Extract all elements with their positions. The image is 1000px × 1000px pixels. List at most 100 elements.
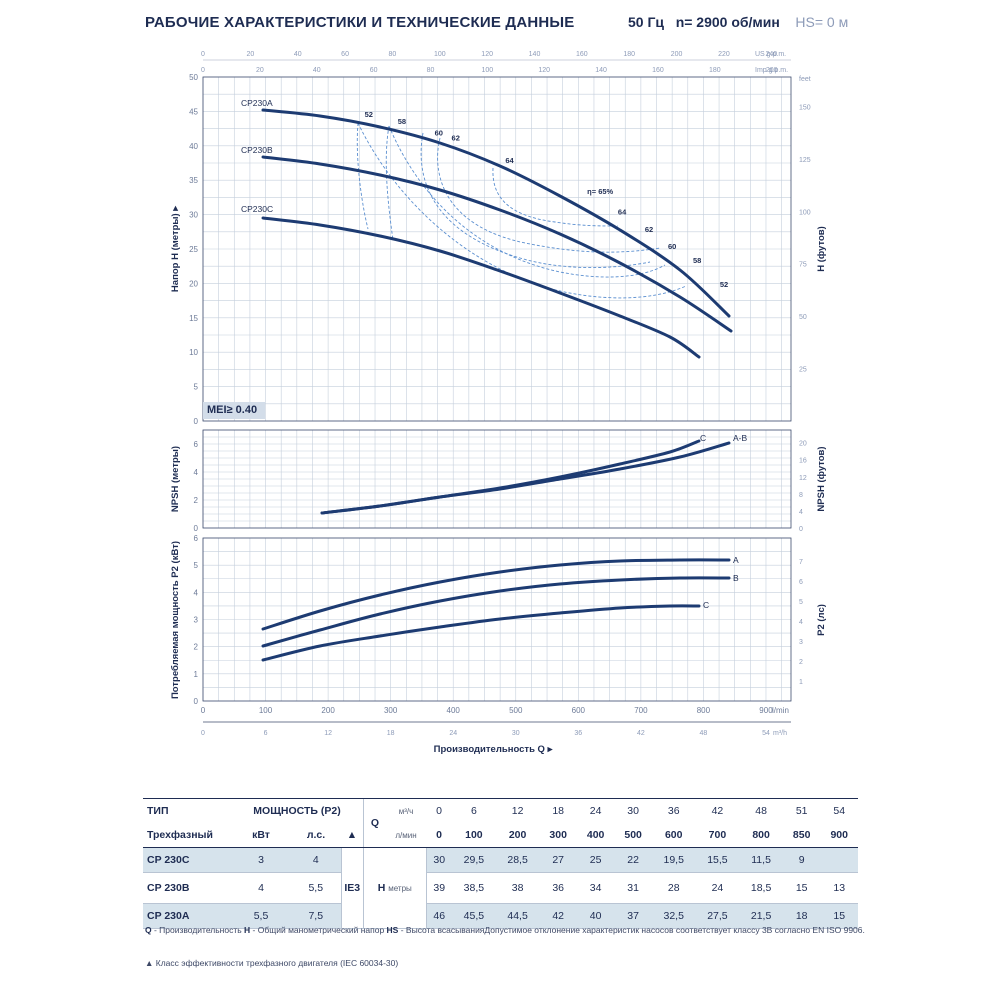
efficiency-label: 58 xyxy=(398,117,406,126)
flow-lmin-unit: l/min xyxy=(772,706,789,715)
flow-impgpm-tick-label: 160 xyxy=(652,67,664,74)
power-curve-a xyxy=(261,558,731,631)
ie-class-cell: IE3 xyxy=(340,847,364,929)
head-cell: 40 xyxy=(576,903,615,929)
power-series-label: C xyxy=(703,600,709,610)
flow-lmin-tick-label: 100 xyxy=(259,706,273,715)
q-unit-m3h: м³/ч xyxy=(386,798,426,823)
npsh-curve xyxy=(320,441,731,515)
page-title: РАБОЧИЕ ХАРАКТЕРИСТИКИ И ТЕХНИЧЕСКИЕ ДАН… xyxy=(145,14,575,31)
head-cell: 38,5 xyxy=(452,872,496,904)
operating-conditions: 50 Гц n= 2900 об/мин HS= 0 м xyxy=(628,14,848,30)
npsh-y-tick-label: 6 xyxy=(194,440,199,449)
power-y-right-tick-label: 3 xyxy=(799,639,803,646)
flow-impgpm-tick-label: 40 xyxy=(313,67,321,74)
head-y-right-tick-label: 25 xyxy=(799,367,807,374)
flow-lmin-tick-label: 0 xyxy=(201,706,206,715)
head-cell: 18 xyxy=(782,903,821,929)
head-cell: 31 xyxy=(614,872,652,904)
power-y-right-tick-label: 4 xyxy=(799,619,803,626)
note-h-text: - Общий манометрический напор xyxy=(250,925,387,935)
flow-usgpm-tick-label: 40 xyxy=(294,51,302,58)
table-row: CP 230C 3 4 IE3 H метры 30 29,5 28,5 27 … xyxy=(143,847,858,929)
head-series-label: CP230A xyxy=(241,98,273,108)
npsh-series-label: C xyxy=(700,433,706,443)
head-y-right-tick-label: 75 xyxy=(799,262,807,269)
flow-m3h-tick-label: 6 xyxy=(264,730,268,737)
efficiency-label: 60 xyxy=(435,128,443,137)
head-cell: 15 xyxy=(820,903,858,929)
q-m3h-cell: 54 xyxy=(820,798,858,823)
head-chart: 0 5 10 15 20 25 30 35 40 45 50 25 50 75 100 125 150 feet Н… xyxy=(170,73,827,426)
npsh-series-label: A-B xyxy=(733,433,748,443)
power-series-label: A xyxy=(733,555,739,565)
q-lmin-cell: 200 xyxy=(495,823,540,848)
head-cell: 21,5 xyxy=(739,903,783,929)
flow-usgpm-tick-label: 220 xyxy=(718,51,730,58)
speed-label: n= 2900 об/мин xyxy=(675,14,780,30)
flow-impgpm-tick-label: 60 xyxy=(370,67,378,74)
q-m3h-cell: 24 xyxy=(576,798,615,823)
flow-m3h-tick-label: 18 xyxy=(387,730,395,737)
q-lmin-cell: 600 xyxy=(651,823,696,848)
power-chart: 0 1 2 3 4 5 6 1 2 3 4 5 6 7 Потребляемая мощность P2 (… xyxy=(170,534,827,706)
flow-usgpm-tick-label: 200 xyxy=(671,51,683,58)
q-m3h-cell: 30 xyxy=(614,798,652,823)
flow-usgpm-tick-label: 0 xyxy=(201,51,205,58)
note-h-key: H xyxy=(244,925,251,935)
npsh-y-axis-title: NPSH (метры) xyxy=(170,446,181,512)
flow-axis-title: Производительность Q ▸ xyxy=(434,744,554,755)
head-cell: 25 xyxy=(576,847,615,873)
head-cell: 27 xyxy=(539,847,577,873)
flow-usgpm-tick-label: 100 xyxy=(434,51,446,58)
flow-usgpm-tick-label: 140 xyxy=(529,51,541,58)
power-y-right-tick-label: 6 xyxy=(799,579,803,586)
q-lmin-cell: 500 xyxy=(614,823,652,848)
npsh-y-right-tick-label: 4 xyxy=(799,509,803,516)
efficiency-iso-curve xyxy=(420,132,651,268)
efficiency-label: 58 xyxy=(693,256,701,265)
head-cell: 38 xyxy=(495,872,540,904)
q-header: Q xyxy=(363,798,386,848)
power-y-tick-label: 6 xyxy=(194,534,199,543)
head-y-tick-label: 20 xyxy=(189,279,198,288)
flow-usgpm-unit: US g.p.m. xyxy=(755,51,786,58)
flow-impgpm-tick-label: 100 xyxy=(482,67,494,74)
flow-m3h-tick-label: 36 xyxy=(574,730,582,737)
flow-impgpm-tick-label: 180 xyxy=(709,67,721,74)
efficiency-iso-curve xyxy=(356,122,369,230)
flow-lmin-tick-label: 200 xyxy=(321,706,335,715)
q-m3h-cell: 12 xyxy=(495,798,540,823)
power-y-right-tick-label: 7 xyxy=(799,559,803,566)
q-lmin-cell: 800 xyxy=(739,823,783,848)
flow-m3h-tick-label: 12 xyxy=(324,730,332,737)
class-mark-header: ▲ xyxy=(341,823,364,848)
flow-axis-bottom-group: 0 100 200 300 400 500 600 700 800 900 l/min 0 6 12 18 2… xyxy=(201,706,791,755)
table-row: CP 230B 4 5,5 39 38,5 38 36 34 31 28 24 … xyxy=(143,872,858,904)
q-lmin-cell: 400 xyxy=(576,823,615,848)
head-cell: 15 xyxy=(782,872,821,904)
flow-usgpm-tick-label: 240 xyxy=(765,51,777,58)
head-cell: 29,5 xyxy=(452,847,496,873)
head-y-right-tick-label: 50 xyxy=(799,314,807,321)
head-cell: 18,5 xyxy=(739,872,783,904)
phase-header: Трехфазный xyxy=(143,823,231,848)
q-lmin-cell: 100 xyxy=(452,823,496,848)
head-frame xyxy=(202,76,792,422)
npsh-y-tick-label: 2 xyxy=(194,496,199,505)
head-cell: 27,5 xyxy=(695,903,740,929)
flow-m3h-tick-label: 54 xyxy=(762,730,770,737)
efficiency-iso-curve xyxy=(385,125,394,241)
flow-impgpm-tick-label: 80 xyxy=(427,67,435,74)
head-cell: 39 xyxy=(426,872,453,904)
kw-cell: 3 xyxy=(231,847,291,873)
kw-cell: 5,5 xyxy=(231,903,291,929)
head-curve-cp230b xyxy=(261,155,733,333)
head-right-unit: feet xyxy=(799,76,811,83)
npsh-y-tick-label: 4 xyxy=(194,468,199,477)
flow-impgpm-tick-label: 200 xyxy=(766,67,778,74)
head-cell: 30 xyxy=(426,847,453,873)
head-cell: 44,5 xyxy=(495,903,540,929)
ie-class-note: ▲ Класс эффективности трехфазного двигат… xyxy=(145,958,399,968)
power-y-axis-title: Потребляемая мощность P2 (кВт) xyxy=(170,541,181,699)
